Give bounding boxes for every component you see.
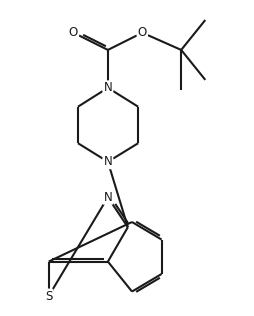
Text: N: N bbox=[104, 155, 112, 168]
Text: O: O bbox=[69, 26, 78, 39]
Text: O: O bbox=[138, 26, 147, 39]
Text: S: S bbox=[45, 289, 52, 302]
Text: N: N bbox=[104, 191, 112, 204]
Text: N: N bbox=[104, 81, 112, 94]
